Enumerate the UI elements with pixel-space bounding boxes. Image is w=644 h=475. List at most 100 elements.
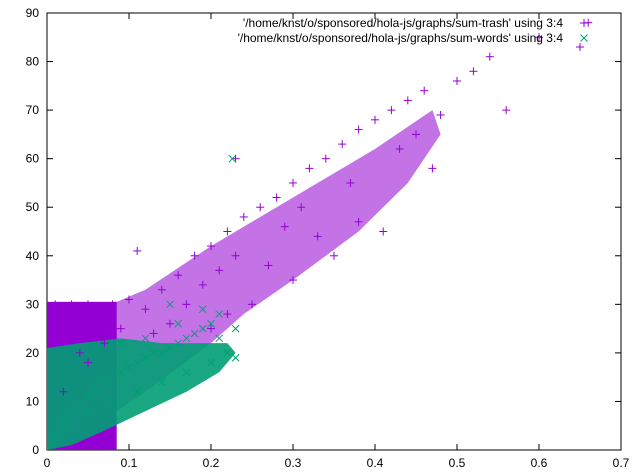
point-sum-words [174, 319, 183, 328]
point-sum-trash [231, 251, 240, 260]
point-sum-trash [157, 285, 166, 294]
point-sum-trash [75, 348, 84, 357]
point-sum-trash [207, 242, 215, 251]
point-sum-trash [174, 271, 183, 280]
point-sum-words [92, 344, 101, 352]
y-tick-label: 70 [26, 103, 40, 117]
point-sum-words [215, 310, 224, 318]
dense-cloud-sum-words [47, 338, 236, 450]
x-tick-label: 0.6 [531, 456, 548, 470]
point-sum-trash [469, 67, 478, 76]
point-sum-trash [379, 227, 388, 236]
point-sum-trash [198, 280, 207, 289]
point-sum-trash [223, 310, 232, 319]
point-sum-trash [535, 33, 543, 42]
point-sum-trash [59, 387, 68, 396]
point-sum-trash [453, 76, 461, 85]
point-sum-words [67, 426, 76, 435]
point-sum-trash [289, 276, 297, 285]
point-sum-words [141, 334, 150, 343]
point-sum-trash [280, 222, 289, 231]
point-sum-trash [485, 52, 494, 61]
point-sum-trash [166, 319, 174, 328]
point-sum-words [166, 344, 174, 352]
point-sum-words [223, 349, 232, 357]
point-sum-trash [412, 130, 420, 139]
y-tick-label: 0 [32, 443, 39, 457]
point-sum-words [47, 441, 55, 449]
point-sum-words [166, 300, 174, 309]
point-sum-words [157, 349, 166, 357]
point-sum-trash [190, 251, 199, 260]
point-sum-trash [338, 140, 347, 149]
legend-entry-sum-trash: '/home/knst/o/sponsored/hola-js/graphs/s… [243, 16, 563, 30]
x-tick-label: 0.2 [203, 456, 220, 470]
point-sum-trash [297, 203, 306, 212]
point-sum-trash [313, 232, 322, 241]
point-sum-trash [215, 266, 224, 275]
y-tick-label: 80 [26, 55, 40, 69]
x-tick-label: 0.7 [613, 456, 630, 470]
point-sum-words [108, 373, 117, 382]
point-sum-trash [428, 164, 437, 173]
point-sum-trash [92, 319, 101, 328]
point-sum-words [182, 334, 191, 343]
y-tick-label: 30 [26, 297, 40, 311]
x-tick-label: 0 [44, 456, 51, 470]
point-sum-trash [248, 300, 256, 309]
point-sum-trash [354, 217, 363, 226]
point-sum-trash [420, 86, 429, 95]
point-sum-words [116, 368, 125, 377]
point-sum-trash [141, 305, 150, 314]
point-sum-trash [395, 144, 404, 153]
point-sum-trash [403, 96, 412, 105]
point-sum-words [231, 353, 240, 362]
legend-x-icon [580, 34, 588, 42]
point-sum-words [133, 358, 142, 367]
legend-plus-icon [580, 19, 588, 27]
y-tick-label: 90 [26, 6, 40, 20]
point-sum-trash [436, 110, 445, 119]
x-tick-label: 0.4 [367, 456, 384, 470]
point-sum-trash [116, 324, 125, 333]
point-sum-words [157, 378, 166, 386]
point-sum-words [149, 349, 158, 357]
legend-marker-plus [580, 19, 588, 27]
x-tick-label: 0.3 [285, 456, 302, 470]
point-sum-trash [371, 115, 379, 124]
point-sum-trash [330, 251, 338, 260]
point-sum-trash [354, 125, 363, 134]
y-tick-label: 10 [26, 394, 40, 408]
point-sum-trash [84, 358, 92, 367]
point-sum-words [125, 363, 133, 372]
dense-regions [47, 110, 441, 450]
point-sum-trash [305, 164, 314, 173]
point-sum-words [116, 339, 125, 348]
point-sum-trash [576, 42, 584, 51]
point-sum-words [75, 402, 84, 411]
point-sum-words [51, 431, 60, 440]
data-points [47, 18, 593, 449]
y-tick-label: 60 [26, 152, 40, 166]
point-sum-trash [272, 193, 281, 202]
point-sum-words [198, 324, 207, 333]
point-sum-words [231, 324, 240, 333]
point-sum-words [92, 387, 101, 396]
point-sum-words [141, 353, 150, 362]
x-tick-label: 0.1 [121, 456, 138, 470]
tick-labels: 0 0.1 0.2 0.3 0.4 0.5 0.6 0.7 0 10 20 30 40 50 60 70 80 9… [26, 6, 630, 470]
point-sum-trash [264, 261, 273, 270]
point-sum-trash [289, 178, 297, 187]
point-sum-trash [321, 154, 330, 163]
y-tick-label: 40 [26, 249, 40, 263]
point-sum-words [108, 397, 117, 406]
point-sum-words [207, 319, 215, 328]
point-sum-words [100, 378, 109, 386]
point-sum-words [228, 154, 237, 163]
point-sum-trash [182, 300, 191, 309]
point-sum-trash [108, 300, 117, 309]
point-sum-trash [207, 324, 215, 333]
y-tick-label: 20 [26, 346, 40, 360]
point-sum-trash [51, 300, 60, 309]
